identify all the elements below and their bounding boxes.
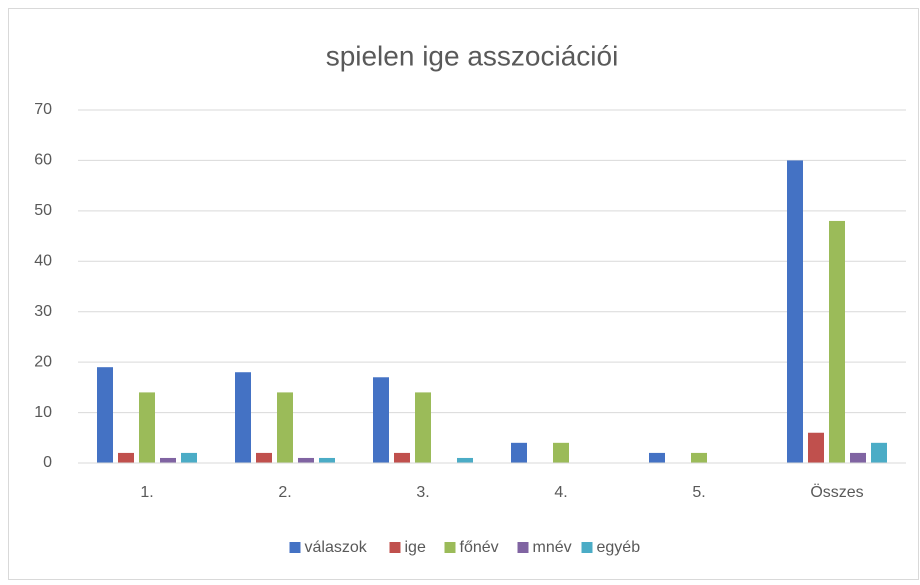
legend-swatch bbox=[389, 542, 401, 553]
legend-swatch bbox=[444, 542, 456, 553]
y-tick-label: 40 bbox=[34, 253, 52, 270]
legend-label: főnév bbox=[460, 539, 499, 556]
chart-title: spielen ige asszociációi bbox=[326, 40, 619, 71]
y-tick-label: 10 bbox=[34, 404, 52, 421]
bar bbox=[97, 367, 113, 463]
y-tick-label: 20 bbox=[34, 353, 52, 370]
y-tick-label: 60 bbox=[34, 152, 52, 169]
y-tick-label: 50 bbox=[34, 202, 52, 219]
x-tick-label: 5. bbox=[692, 484, 705, 501]
bar bbox=[691, 452, 707, 463]
bar bbox=[649, 452, 665, 463]
bar bbox=[829, 220, 845, 463]
legend-swatch bbox=[581, 542, 593, 553]
bar bbox=[298, 457, 314, 463]
bar bbox=[277, 392, 293, 463]
y-tick-label: 30 bbox=[34, 303, 52, 320]
legend-swatch bbox=[517, 542, 529, 553]
bar bbox=[850, 452, 866, 463]
bar bbox=[319, 457, 335, 463]
bar bbox=[457, 457, 473, 463]
bar bbox=[415, 392, 431, 463]
x-tick-label: 2. bbox=[278, 484, 291, 501]
bar bbox=[808, 432, 824, 463]
bar bbox=[553, 442, 569, 463]
legend-label: egyéb bbox=[597, 539, 641, 556]
bar bbox=[871, 442, 887, 463]
legend-label: mnév bbox=[533, 539, 572, 556]
x-tick-label: 1. bbox=[140, 484, 153, 501]
bar bbox=[118, 452, 134, 463]
legend-label: válaszok bbox=[305, 539, 368, 556]
x-tick-label: Összes bbox=[810, 483, 863, 501]
y-tick-label: 0 bbox=[43, 454, 52, 471]
legend-label: ige bbox=[405, 539, 426, 556]
bar bbox=[139, 392, 155, 463]
bar bbox=[511, 442, 527, 463]
x-tick-label: 3. bbox=[416, 484, 429, 501]
bar bbox=[160, 457, 176, 463]
x-tick-label: 4. bbox=[554, 484, 567, 501]
bar bbox=[787, 160, 803, 463]
bar bbox=[373, 377, 389, 463]
bar bbox=[235, 372, 251, 463]
legend-swatch bbox=[289, 542, 301, 553]
chart-border bbox=[8, 8, 919, 580]
y-tick-label: 70 bbox=[34, 101, 52, 118]
bar bbox=[394, 452, 410, 463]
bar bbox=[256, 452, 272, 463]
bar bbox=[181, 452, 197, 463]
